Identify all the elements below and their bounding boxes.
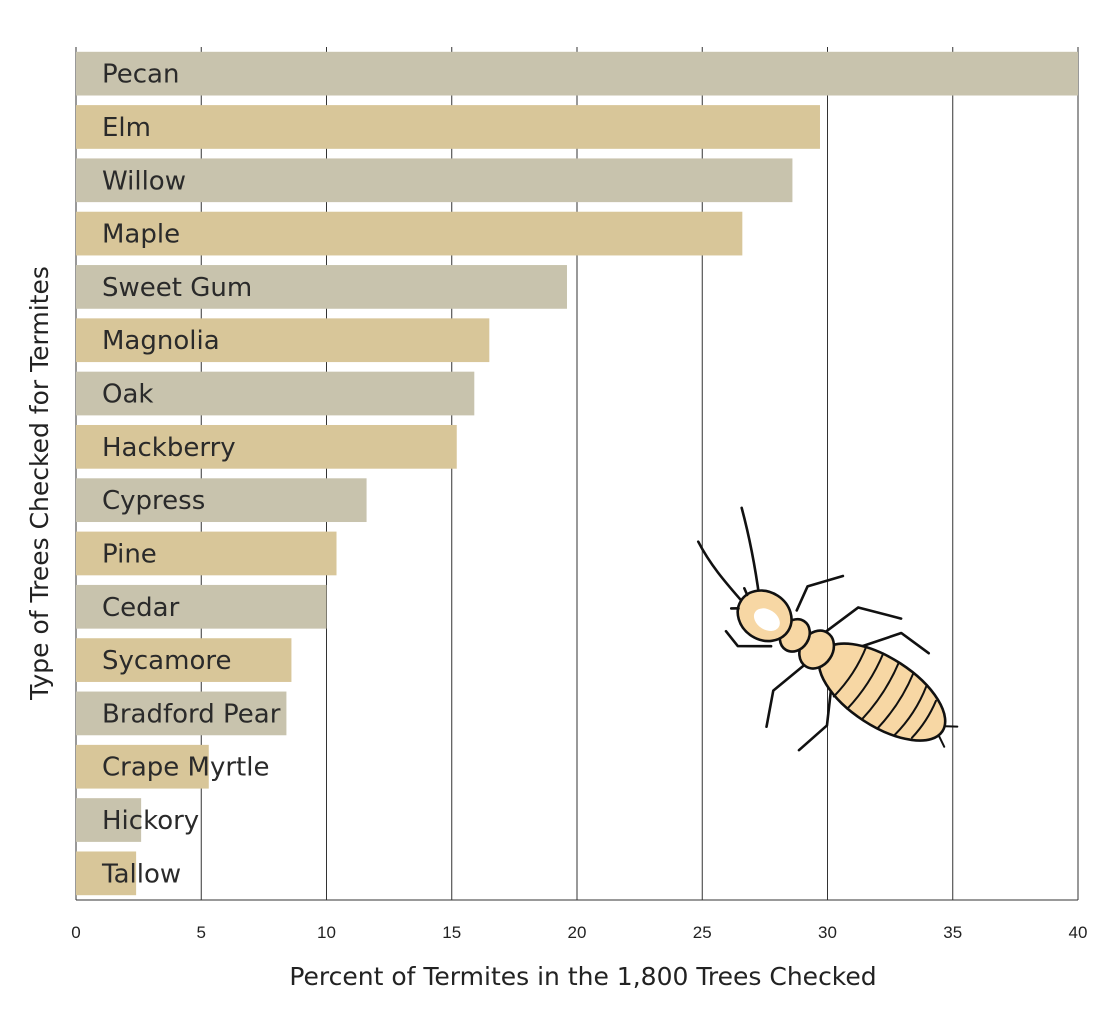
x-tick-label-20: 20 xyxy=(568,923,587,942)
bar-label-hickory: Hickory xyxy=(102,806,199,836)
bar-label-pine: Pine xyxy=(102,539,157,569)
bar-hackberry xyxy=(76,424,457,469)
bar-label-sweet-gum: Sweet Gum xyxy=(102,273,252,303)
bar-label-bradford-pear: Bradford Pear xyxy=(102,699,281,729)
bar-label-cypress: Cypress xyxy=(102,486,205,516)
bar-label-oak: Oak xyxy=(102,380,153,410)
tick-layer: 0 5 10 15 20 25 30 35 40 xyxy=(71,923,1087,942)
bar-oak xyxy=(76,371,475,416)
x-tick-label-30: 30 xyxy=(818,923,837,942)
bar-label-maple: Maple xyxy=(102,220,180,250)
bar-magnolia xyxy=(76,318,490,363)
bar-label-hackberry: Hackberry xyxy=(102,433,236,463)
x-tick-label-25: 25 xyxy=(693,923,712,942)
bar-cedar xyxy=(76,584,327,629)
bar-cypress xyxy=(76,478,367,523)
bar-layer xyxy=(76,51,1078,896)
bar-bradford-pear xyxy=(76,691,287,736)
bar-tallow xyxy=(76,851,137,896)
termite-icon xyxy=(696,506,959,752)
bar-label-crape-myrtle: Crape Myrtle xyxy=(102,753,269,783)
x-axis-title: Percent of Termites in the 1,800 Trees C… xyxy=(289,962,876,991)
y-axis-title: Type of Trees Checked for Termites xyxy=(25,266,54,701)
x-tick-label-10: 10 xyxy=(317,923,336,942)
bar-sycamore xyxy=(76,638,292,682)
bar-label-willow: Willow xyxy=(102,166,186,196)
bar-hickory xyxy=(76,798,142,842)
x-tick-label-15: 15 xyxy=(442,923,461,942)
bar-elm xyxy=(76,105,820,149)
bar-label-pecan: Pecan xyxy=(102,60,179,90)
bar-maple xyxy=(76,211,743,256)
bar-crape-myrtle xyxy=(76,744,209,789)
bar-label-cedar: Cedar xyxy=(102,593,180,623)
bar-pine xyxy=(76,531,337,576)
bar-sweet-gum xyxy=(76,265,567,309)
x-tick-label-5: 5 xyxy=(197,923,206,942)
bar-label-magnolia: Magnolia xyxy=(102,326,220,356)
bar-label-sycamore: Sycamore xyxy=(102,646,231,676)
bar-willow xyxy=(76,158,793,203)
x-tick-label-0: 0 xyxy=(71,923,80,942)
x-tick-label-40: 40 xyxy=(1069,923,1088,942)
label-layer: Pecan Elm Willow Maple Sweet Gum Magnolia Oak H… xyxy=(101,60,281,890)
bar-pecan xyxy=(76,51,1078,96)
x-tick-label-35: 35 xyxy=(943,923,962,942)
bar-label-tallow: Tallow xyxy=(101,859,181,889)
bar-label-elm: Elm xyxy=(102,113,151,143)
